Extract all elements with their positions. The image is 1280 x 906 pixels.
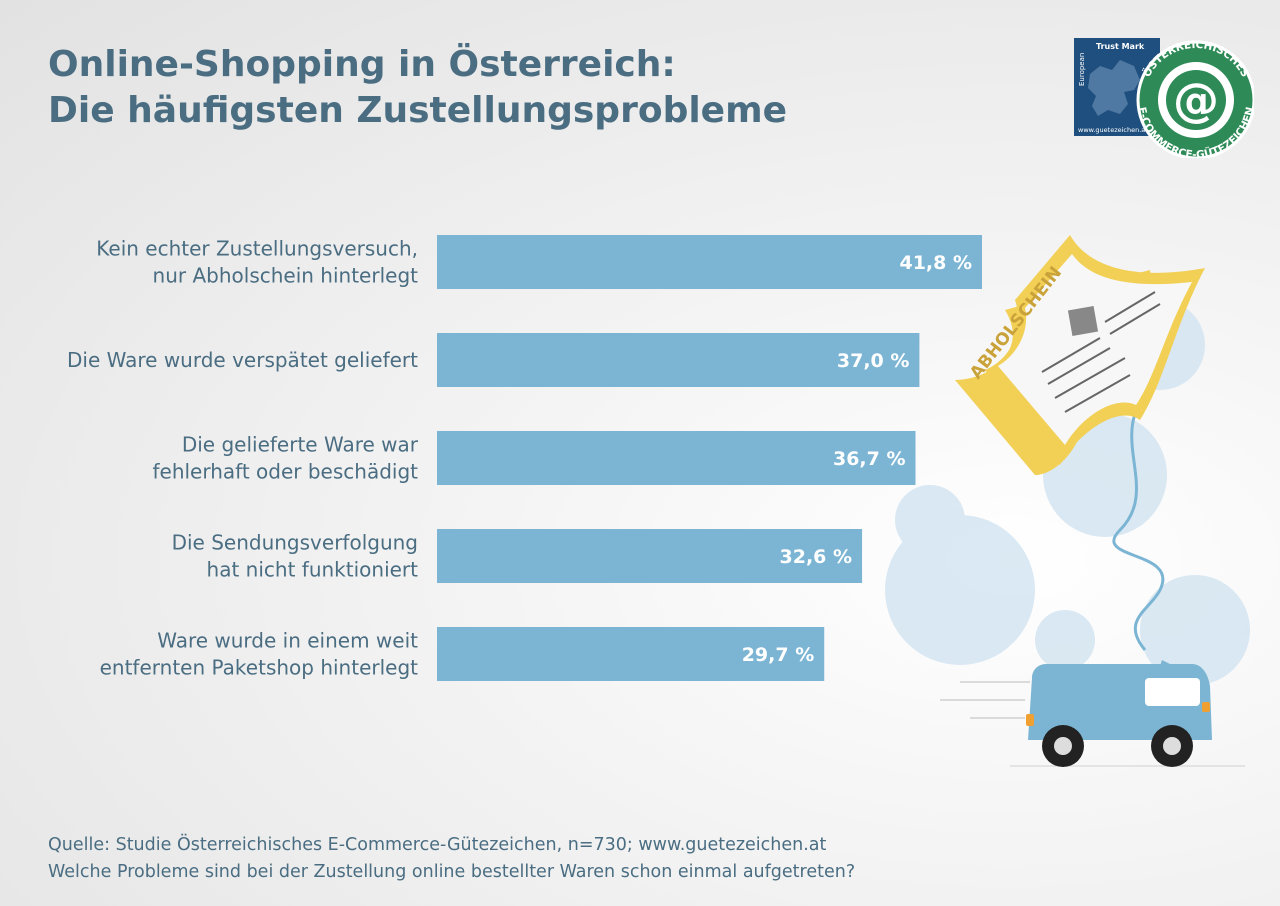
bar-3 bbox=[437, 431, 916, 485]
bar-5 bbox=[437, 627, 825, 681]
waving-hand-icon bbox=[1156, 660, 1170, 678]
guetezeichen-badge: Trust Mark European www.guetezeichen.at … bbox=[1074, 38, 1254, 158]
chart-title-line-1: Online-Shopping in Österreich: bbox=[48, 44, 676, 85]
category-label-3: Die gelieferte Ware war fehlerhaft oder b… bbox=[152, 433, 418, 484]
abholschein-slip: ABHOLSCHEIN bbox=[955, 235, 1205, 475]
delivery-illustration: ABHOLSCHEIN bbox=[885, 235, 1250, 767]
bar-4 bbox=[437, 529, 863, 583]
bar-2 bbox=[437, 333, 920, 387]
footer: Quelle: Studie Österreichisches E-Commer… bbox=[48, 832, 855, 886]
qr-code-icon bbox=[1067, 305, 1099, 337]
category-label-1: Kein echter Zustellungsversuch, nur Abhol… bbox=[96, 237, 418, 288]
category-label-4: Die Sendungsverfolgung hat nicht funktion… bbox=[172, 531, 419, 582]
value-label-3: 36,7 % bbox=[833, 448, 906, 470]
value-label-1: 41,8 % bbox=[899, 252, 972, 274]
slip-text-lines bbox=[1041, 291, 1161, 413]
source-text: Quelle: Studie Österreichisches E-Commer… bbox=[48, 835, 827, 855]
europe-map-icon bbox=[1088, 60, 1140, 116]
at-sign-icon: @ bbox=[1173, 73, 1219, 127]
chart-title: Online-Shopping in Österreich: Die häufi… bbox=[48, 42, 787, 134]
value-label-2: 37,0 % bbox=[837, 350, 910, 372]
question-text: Welche Probleme sind bei der Zustellung … bbox=[48, 862, 856, 882]
value-label-5: 29,7 % bbox=[742, 644, 815, 666]
category-label-2: Die Ware wurde verspätet geliefert bbox=[67, 348, 418, 372]
delivery-van bbox=[1026, 660, 1212, 767]
van-window bbox=[1145, 678, 1200, 706]
category-label-5: Ware wurde in einem weit entfernten Paket… bbox=[100, 629, 419, 680]
bar-1 bbox=[437, 235, 982, 289]
badge-url-text: www.guetezeichen.at bbox=[1078, 126, 1148, 134]
string-line bbox=[1112, 394, 1165, 651]
european-text: European bbox=[1078, 53, 1086, 86]
van-rear-light bbox=[1026, 714, 1034, 726]
trust-mark-text: Trust Mark bbox=[1096, 42, 1145, 51]
value-label-4: 32,6 % bbox=[780, 546, 853, 568]
van-front-light bbox=[1202, 702, 1210, 712]
guetezeichen-center bbox=[1166, 70, 1226, 130]
chart-title-line-2: Die häufigsten Zustellungsprobleme bbox=[48, 90, 788, 131]
speed-lines bbox=[940, 681, 1030, 719]
